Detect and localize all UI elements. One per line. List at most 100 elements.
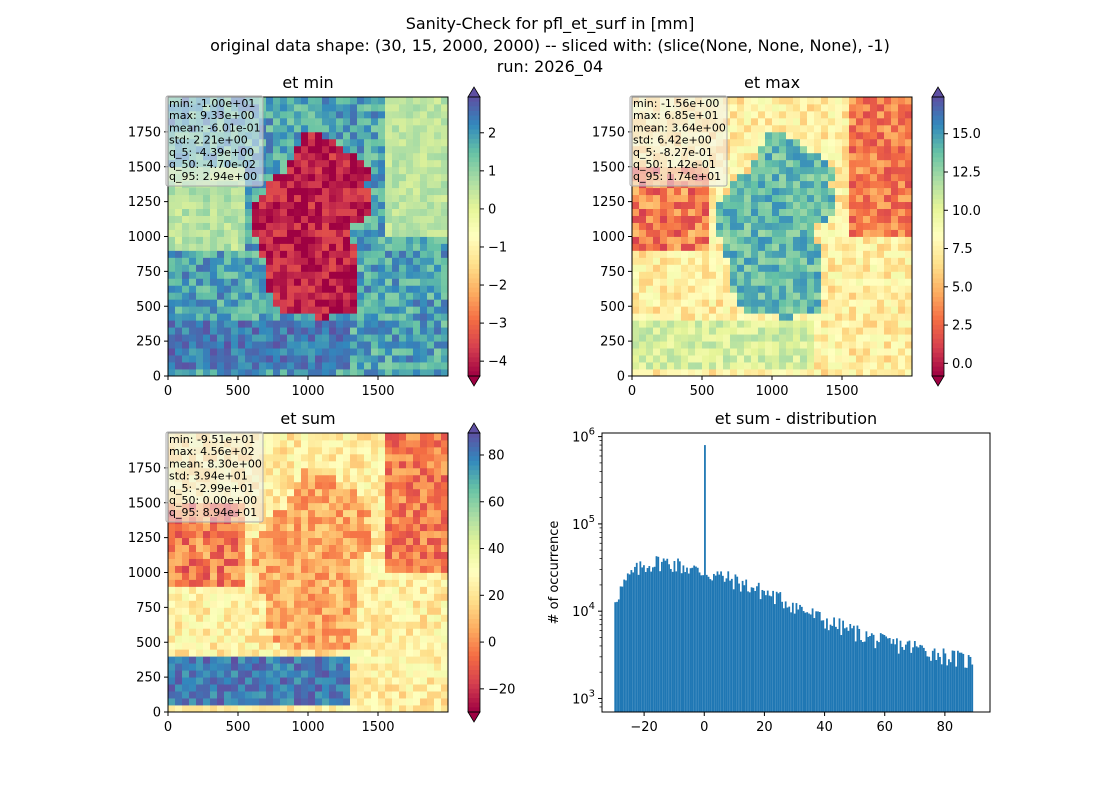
heatmap-cell xyxy=(392,558,400,566)
heatmap-cell xyxy=(891,124,899,133)
heatmap-cell xyxy=(343,628,351,636)
heatmap-cell xyxy=(231,656,239,664)
heatmap-cell xyxy=(646,236,654,244)
heatmap-cell xyxy=(434,628,442,636)
heatmap-cell xyxy=(667,257,675,265)
heatmap-cell xyxy=(357,530,365,539)
heatmap-cell xyxy=(203,341,211,349)
heatmap-cell xyxy=(800,369,808,377)
heatmap-cell xyxy=(702,222,710,230)
heatmap-cell xyxy=(765,292,773,300)
heatmap-cell xyxy=(329,433,337,441)
heatmap-cell xyxy=(168,341,176,349)
heatmap-cell xyxy=(322,180,330,189)
heatmap-cell xyxy=(224,530,232,539)
heatmap-cell xyxy=(175,677,183,685)
heatmap-cell xyxy=(814,194,822,203)
heatmap-cell xyxy=(287,320,295,328)
heatmap-cell xyxy=(301,621,309,629)
heatmap-cell xyxy=(674,341,682,349)
heatmap-cell xyxy=(294,187,302,196)
heatmap-cell xyxy=(189,600,197,608)
heatmap-cell xyxy=(674,187,682,196)
heatmap-cell xyxy=(322,433,330,441)
heatmap-cell xyxy=(266,236,274,244)
heatmap-cell xyxy=(329,341,337,349)
heatmap-cell xyxy=(217,313,225,321)
heatmap-cell xyxy=(322,600,330,608)
heatmap-cell xyxy=(336,250,344,258)
heatmap-cell xyxy=(336,467,344,476)
heatmap-cell xyxy=(294,222,302,230)
heatmap-cell xyxy=(252,663,260,671)
heatmap-cell xyxy=(252,215,260,223)
heatmap-cell xyxy=(252,677,260,685)
heatmap-cell xyxy=(308,656,316,664)
heatmap-cell xyxy=(737,334,745,342)
heatmap-cell xyxy=(196,201,204,210)
heatmap-cell xyxy=(765,320,773,328)
stats-line: q_50: -4.70e-02 xyxy=(169,158,256,171)
heatmap-cell xyxy=(674,313,682,321)
heatmap-cell xyxy=(231,635,239,643)
y-tick-label: 1750 xyxy=(128,125,161,140)
heatmap-cell xyxy=(294,194,302,203)
heatmap-cell xyxy=(364,698,372,706)
heatmap-cell xyxy=(301,215,309,223)
stats-line: std: 2.21e+00 xyxy=(169,134,248,147)
heatmap-cell xyxy=(294,565,302,573)
heatmap-cell xyxy=(322,117,330,126)
heatmap-cell xyxy=(224,334,232,342)
heatmap-cell xyxy=(301,446,309,455)
heatmap-cell xyxy=(385,362,393,370)
heatmap-cell xyxy=(835,166,843,175)
heatmap-cell xyxy=(371,433,379,441)
heatmap-cell xyxy=(329,698,337,706)
heatmap-cell xyxy=(357,523,365,532)
heatmap-cell xyxy=(294,271,302,279)
colorbar-segment xyxy=(468,199,480,205)
heatmap-cell xyxy=(807,285,815,293)
y-tick-label: 1750 xyxy=(592,125,625,140)
y-tick-label: 0 xyxy=(153,370,161,385)
heatmap-cell xyxy=(758,250,766,258)
heatmap-cell xyxy=(203,355,211,363)
heatmap-cell xyxy=(744,257,752,265)
heatmap-cell xyxy=(863,173,871,182)
heatmap-cell xyxy=(336,544,344,552)
heatmap-cell xyxy=(231,523,239,532)
heatmap-cell xyxy=(681,327,689,335)
heatmap-cell xyxy=(196,236,204,244)
heatmap-cell xyxy=(294,663,302,671)
heatmap-cell xyxy=(392,495,400,504)
heatmap-cell xyxy=(315,509,323,518)
heatmap-cell xyxy=(343,215,351,223)
heatmap-cell xyxy=(238,607,246,615)
heatmap-cell xyxy=(280,292,288,300)
heatmap-cell xyxy=(245,691,253,699)
heatmap-cell xyxy=(891,103,899,112)
heatmap-cell xyxy=(835,327,843,335)
heatmap-cell xyxy=(653,222,661,230)
heatmap-cell xyxy=(378,236,386,244)
heatmap-cell xyxy=(779,278,787,286)
heatmap-cell xyxy=(294,586,302,594)
heatmap-cell xyxy=(357,327,365,335)
heatmap-cell xyxy=(336,145,344,154)
heatmap-cell xyxy=(224,684,232,692)
colorbar-segment xyxy=(932,278,944,284)
heatmap-cell xyxy=(427,488,435,497)
heatmap-cell xyxy=(308,579,316,587)
heatmap-cell xyxy=(639,222,647,230)
heatmap-cell xyxy=(287,656,295,664)
heatmap-cell xyxy=(315,313,323,321)
heatmap-cell xyxy=(308,677,316,685)
heatmap-cell xyxy=(427,229,435,237)
heatmap-cell xyxy=(224,236,232,244)
heatmap-cell xyxy=(231,593,239,601)
heatmap-cell xyxy=(863,124,871,133)
heatmap-cell xyxy=(709,313,717,321)
heatmap-cell xyxy=(217,278,225,286)
heatmap-cell xyxy=(772,138,780,147)
heatmap-cell xyxy=(877,222,885,230)
